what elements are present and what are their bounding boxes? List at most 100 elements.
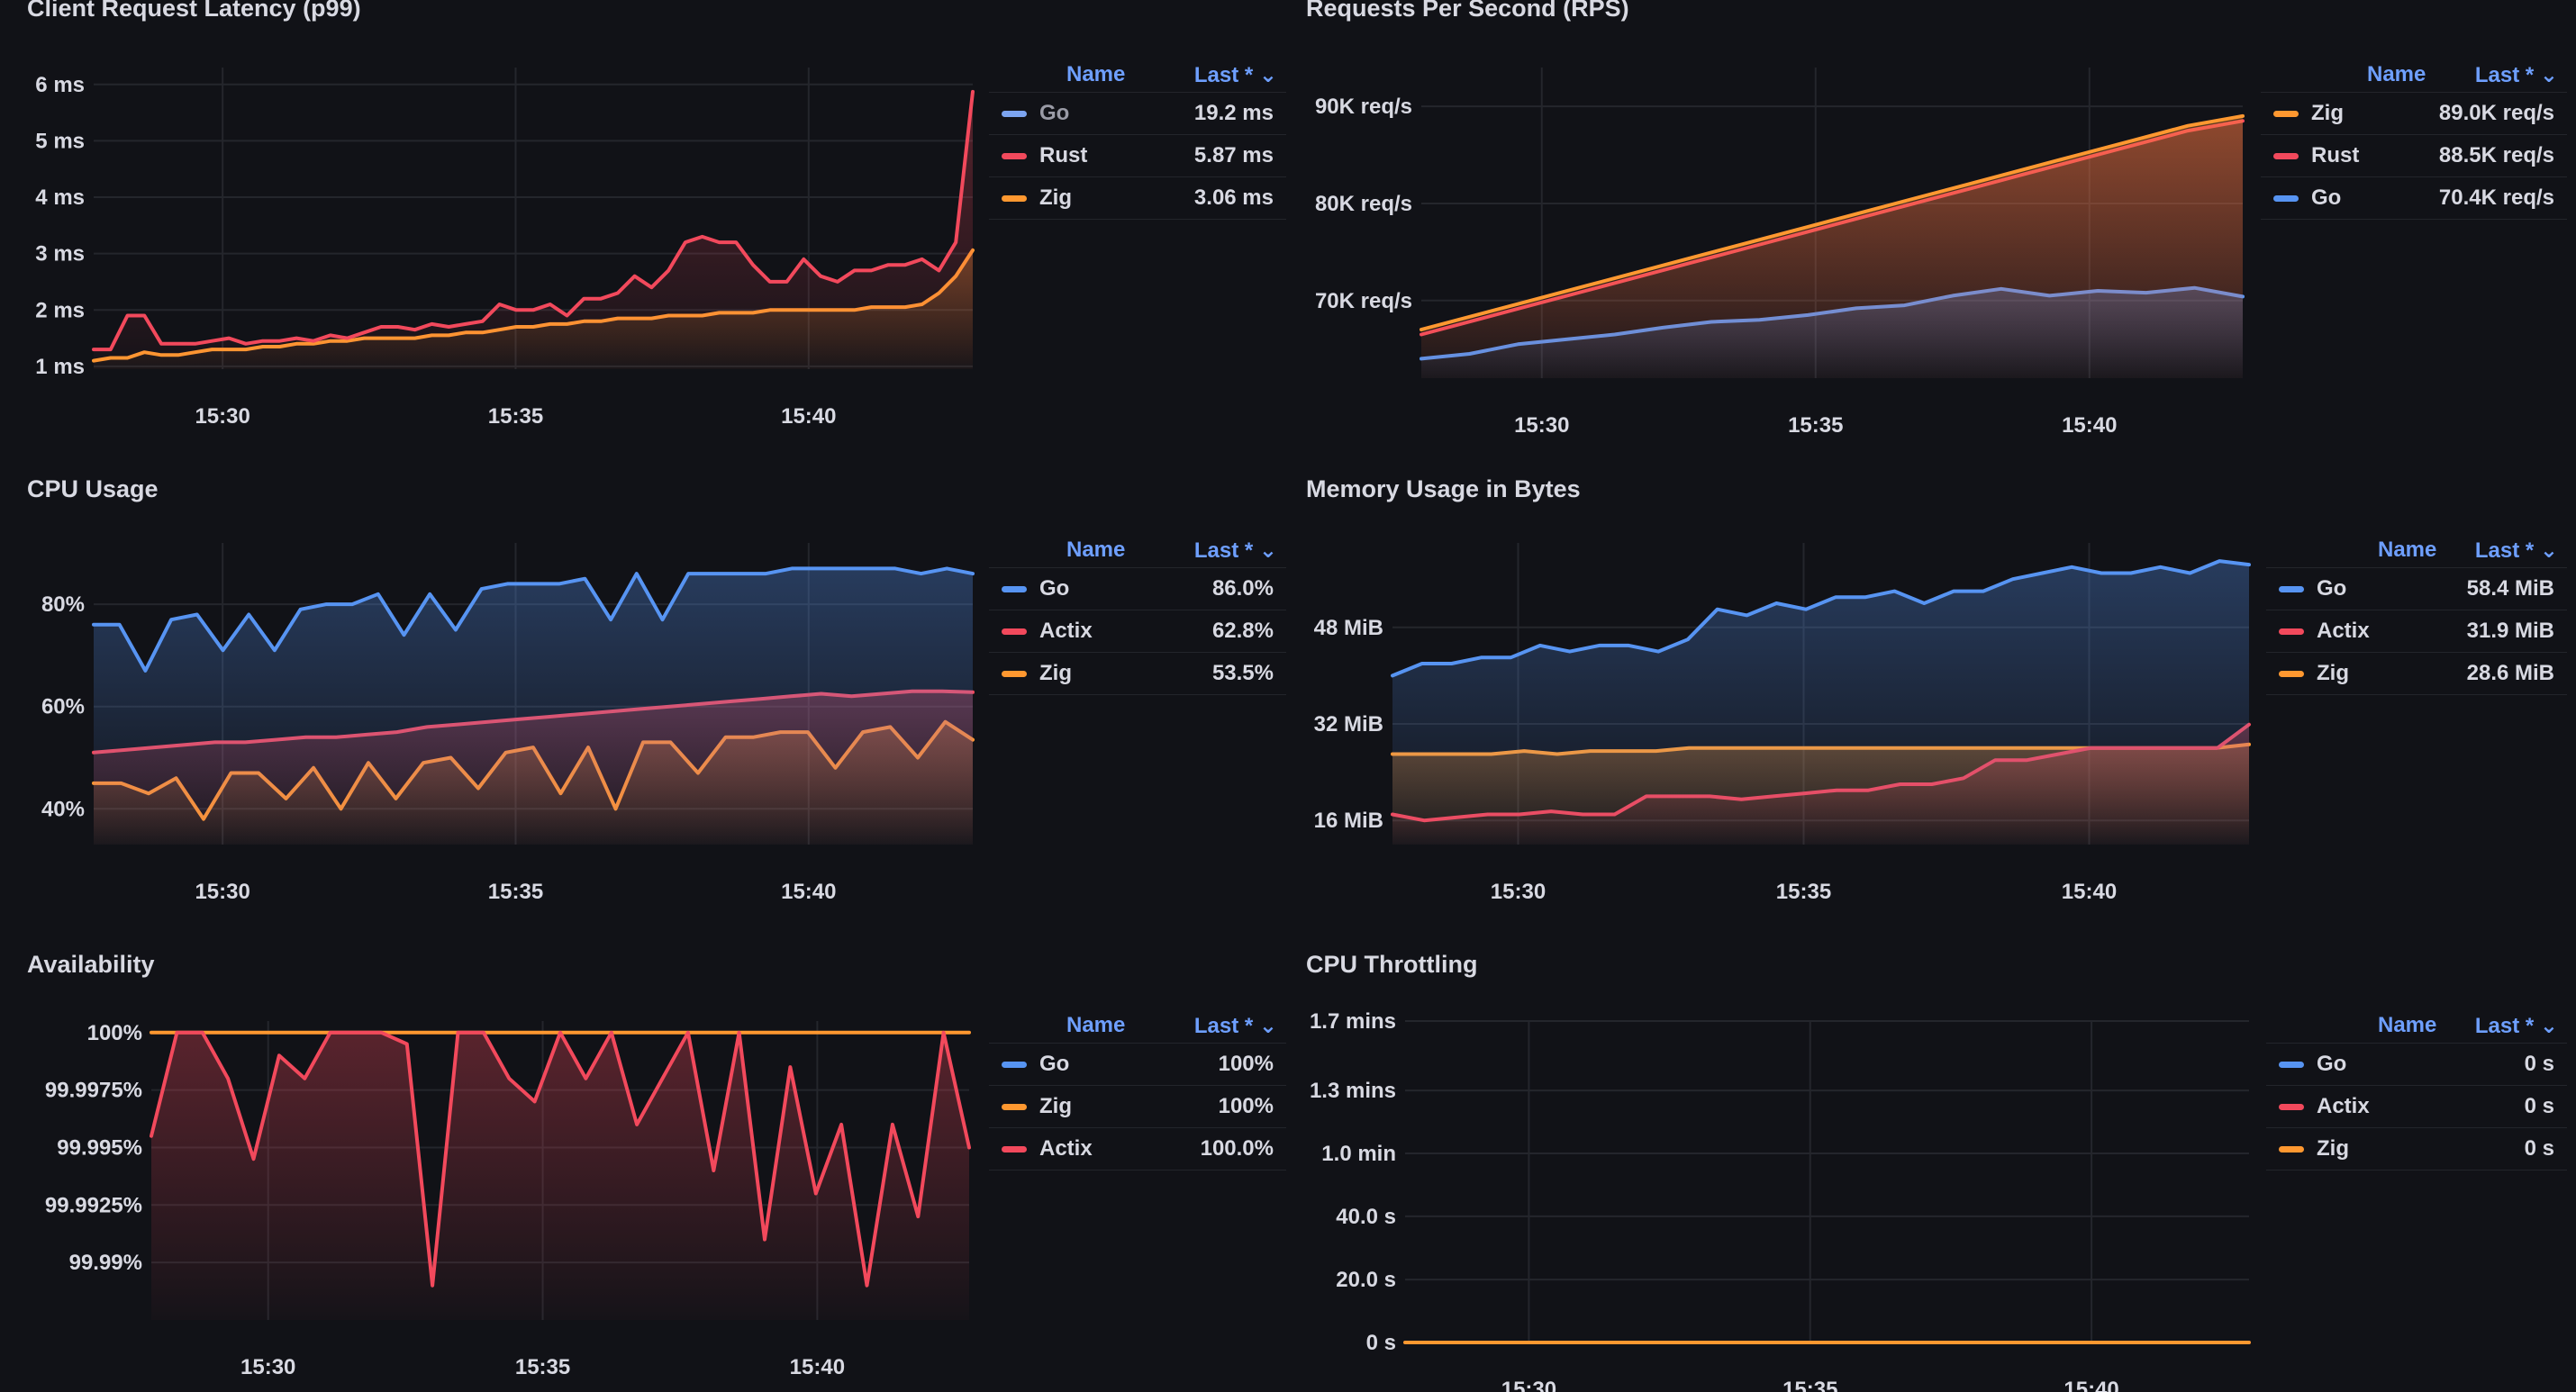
legend-row-go[interactable]: Go 86.0% [989, 567, 1286, 610]
legend-series-name: Rust [2311, 143, 2360, 167]
legend-latency: Name Last * ⌄ Go 19.2 ms Rust 5.87 ms Zig 3.06… [989, 58, 1286, 220]
legend-series-value: 86.0% [1211, 576, 1274, 601]
x-tick-label: 15:35 [1782, 1378, 1837, 1392]
y-tick-label: 16 MiB [1314, 809, 1383, 833]
legend-series-value: 31.9 MiB [2466, 619, 2554, 643]
legend-row-actix[interactable]: Actix 100.0% [989, 1127, 1286, 1171]
legend-series-value: 0 s [2524, 1094, 2554, 1118]
panel-availability: Availability 15:30 15:35 15:40 100% 99.9975%… [27, 951, 1286, 1392]
series-area-actix [151, 1032, 969, 1320]
chart-rps[interactable]: 15:30 15:35 15:40 70K req/s 80K req/s 90K req… [1306, 0, 2279, 438]
legend-row-zig[interactable]: Zig 53.5% [989, 652, 1286, 695]
legend-swatch [1002, 1103, 1027, 1110]
legend-series-value: 53.5% [1211, 661, 1274, 685]
panel-title: Requests Per Second (RPS) [1306, 0, 1629, 22]
legend-row-rust[interactable]: Rust 5.87 ms [989, 134, 1286, 176]
chart-memory[interactable]: 15:30 15:35 15:40 16 MiB 32 MiB 48 MiB [1306, 475, 2279, 908]
legend-series-value: 0 s [2524, 1052, 2554, 1076]
y-tick-label: 20.0 s [1336, 1268, 1396, 1292]
legend-series-name: Go [2317, 576, 2347, 601]
legend-row-zig[interactable]: Zig 89.0K req/s [2261, 92, 2567, 134]
legend-last-header[interactable]: Last * ⌄ [2474, 1013, 2558, 1038]
x-tick-label: 15:40 [781, 880, 836, 904]
x-tick-label: 15:30 [1501, 1378, 1556, 1392]
y-tick-label: 60% [41, 695, 85, 719]
legend-memory: Name Last * ⌄ Go 58.4 MiB Actix 31.9 MiB Zig 2… [2266, 533, 2567, 695]
x-tick-label: 15:30 [1514, 413, 1569, 438]
legend-series-value: 58.4 MiB [2466, 576, 2554, 601]
legend-series-name: Zig [2317, 1136, 2349, 1161]
legend-series-value: 89.0K req/s [2438, 101, 2554, 125]
series-line-actix[interactable] [150, 1030, 971, 1288]
panel-title: CPU Throttling [1306, 951, 1478, 978]
legend-last-header[interactable]: Last * ⌄ [1193, 1013, 1277, 1038]
legend-last-header[interactable]: Last * ⌄ [2474, 62, 2558, 87]
legend-row-go[interactable]: Go 100% [989, 1043, 1286, 1085]
panel-title: Client Request Latency (p99) [27, 0, 361, 22]
y-tick-label: 2 ms [35, 298, 85, 322]
legend-series-name: Zig [1039, 1094, 1072, 1118]
series-line-rust[interactable] [92, 89, 975, 352]
legend-row-go[interactable]: Go 19.2 ms [989, 92, 1286, 134]
legend-last-header[interactable]: Last * ⌄ [1193, 62, 1277, 87]
y-tick-label: 80% [41, 592, 85, 617]
legend-series-name: Actix [2317, 619, 2370, 643]
legend-row-go[interactable]: Go 70.4K req/s [2261, 176, 2567, 220]
legend-row-zig[interactable]: Zig 0 s [2266, 1127, 2567, 1171]
legend-row-zig[interactable]: Zig 100% [989, 1085, 1286, 1127]
legend-name-header[interactable]: Name [1066, 1013, 1126, 1037]
panel-title: Availability [27, 951, 155, 978]
x-tick-label: 15:40 [781, 404, 836, 429]
legend-series-value: 100% [1218, 1052, 1274, 1076]
y-tick-label: 5 ms [35, 129, 85, 153]
legend-name-header[interactable]: Name [2378, 538, 2437, 562]
legend-row-zig[interactable]: Zig 28.6 MiB [2266, 652, 2567, 695]
chart-cpu-throttling[interactable]: 15:30 15:35 15:40 0 s 20.0 s 40.0 s 1.0 min 1.3… [1306, 951, 2279, 1392]
legend-rps: Name Last * ⌄ Zig 89.0K req/s Rust 88.5K req… [2261, 58, 2567, 220]
legend-row-rust[interactable]: Rust 88.5K req/s [2261, 134, 2567, 176]
series-area-go [1392, 561, 2249, 845]
series-line-zig[interactable] [1420, 113, 2245, 332]
y-tick-label: 100% [87, 1021, 142, 1045]
legend-swatch [1002, 110, 1027, 117]
legend-name-header[interactable]: Name [2367, 62, 2426, 86]
legend-series-value: 0 s [2524, 1136, 2554, 1161]
legend-last-header[interactable]: Last * ⌄ [2474, 538, 2558, 563]
y-tick-label: 48 MiB [1314, 616, 1383, 640]
y-tick-label: 0 s [1366, 1331, 1396, 1355]
legend-last-header[interactable]: Last * ⌄ [1193, 538, 1277, 563]
legend-series-name: Go [2317, 1052, 2347, 1076]
legend-swatch [1002, 628, 1027, 635]
legend-name-header[interactable]: Name [2378, 1013, 2437, 1037]
panel-cpu: CPU Usage 15:30 15:35 15:40 40% 60% 80% Name L… [27, 475, 1286, 926]
panel-memory: Memory Usage in Bytes 15:30 15:35 15:40 16 … [1306, 475, 2567, 926]
series-line-go[interactable] [92, 566, 975, 673]
legend-row-go[interactable]: Go 0 s [2266, 1043, 2567, 1085]
panel-title: CPU Usage [27, 475, 159, 502]
legend-name-header[interactable]: Name [1066, 62, 1126, 86]
legend-row-actix[interactable]: Actix 0 s [2266, 1085, 2567, 1127]
legend-name-header[interactable]: Name [1066, 538, 1126, 562]
series-line-go[interactable] [1391, 559, 2251, 678]
legend-series-name: Zig [1039, 185, 1072, 210]
x-tick-label: 15:35 [1776, 880, 1831, 904]
chart-cpu[interactable]: 15:30 15:35 15:40 40% 60% 80% [27, 475, 1000, 908]
x-tick-label: 15:40 [2062, 880, 2117, 904]
legend-row-zig[interactable]: Zig 3.06 ms [989, 176, 1286, 220]
legend-row-actix[interactable]: Actix 31.9 MiB [2266, 610, 2567, 652]
chart-availability[interactable]: 15:30 15:35 15:40 100% 99.9975% 99.995% 99.992… [27, 951, 1000, 1383]
chart-latency[interactable]: 15:30 15:35 15:40 1 ms 2 ms 3 ms 4 ms 5 ms 6 ms [27, 0, 1000, 432]
y-tick-label: 99.99% [69, 1251, 142, 1275]
y-tick-label: 1 ms [35, 355, 85, 379]
legend-series-value: 3.06 ms [1193, 185, 1274, 210]
x-tick-label: 15:35 [488, 404, 543, 429]
legend-swatch [2279, 1103, 2304, 1110]
legend-row-go[interactable]: Go 58.4 MiB [2266, 567, 2567, 610]
legend-series-value: 70.4K req/s [2438, 185, 2554, 210]
legend-series-name: Go [1039, 101, 1070, 125]
legend-series-value: 62.8% [1211, 619, 1274, 643]
legend-cpu: Name Last * ⌄ Go 86.0% Actix 62.8% Zig 53.5% [989, 533, 1286, 695]
legend-series-name: Zig [1039, 661, 1072, 685]
legend-row-actix[interactable]: Actix 62.8% [989, 610, 1286, 652]
legend-series-name: Actix [1039, 1136, 1093, 1161]
